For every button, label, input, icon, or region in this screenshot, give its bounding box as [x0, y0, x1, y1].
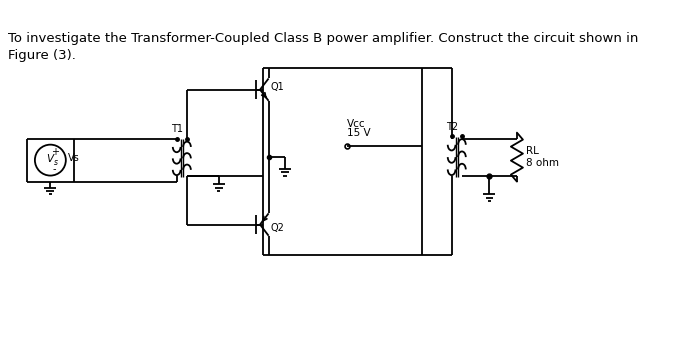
Text: -: -: [53, 164, 57, 174]
Text: RL: RL: [526, 146, 539, 156]
Text: 15 V: 15 V: [346, 128, 370, 138]
Text: Vs: Vs: [67, 153, 79, 163]
Text: s: s: [54, 158, 58, 167]
Text: To investigate the Transformer-Coupled Class B power amplifier. Construct the ci: To investigate the Transformer-Coupled C…: [8, 32, 638, 62]
Text: V: V: [46, 154, 53, 164]
Text: T2: T2: [445, 122, 458, 132]
Text: 8 ohm: 8 ohm: [526, 158, 559, 168]
Text: Q1: Q1: [270, 82, 284, 92]
Text: Q2: Q2: [270, 223, 284, 233]
Text: +: +: [50, 146, 59, 156]
Text: Vcc: Vcc: [346, 119, 365, 129]
Text: T1: T1: [171, 124, 183, 134]
